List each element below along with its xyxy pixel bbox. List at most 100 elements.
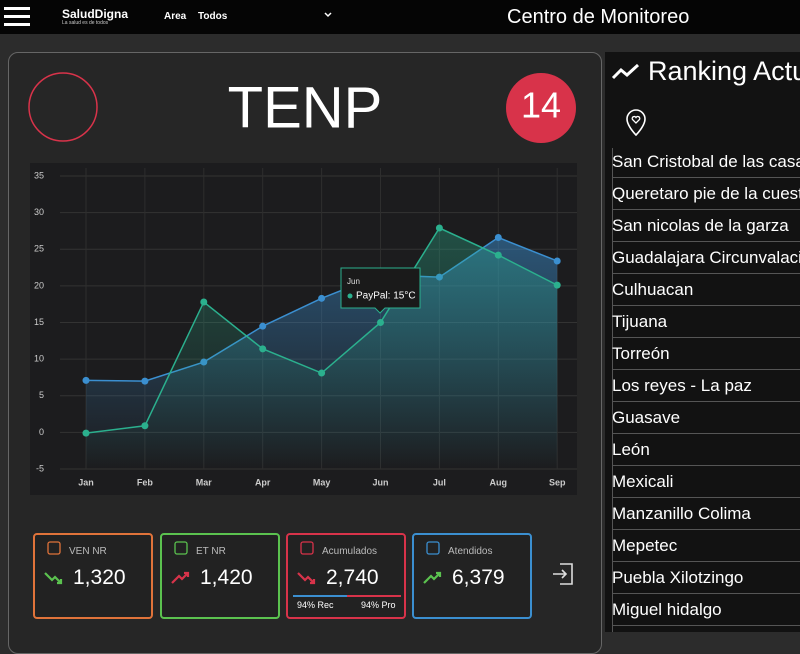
data-point (435, 224, 443, 232)
ranking-title: Ranking Actu (648, 56, 800, 86)
ranking-item: Guadalajara Circunvalaci (612, 242, 800, 274)
ranking-item: Mepetec (612, 530, 800, 562)
kpi-card: VEN NR 1,320 (33, 533, 153, 619)
area-select[interactable]: Todos (198, 11, 228, 22)
data-point (553, 257, 561, 265)
divider (612, 148, 613, 632)
x-tick-label: Apr (255, 477, 271, 487)
y-tick-label: 35 (34, 170, 44, 180)
tooltip-box (340, 267, 421, 314)
y-tick-label: 30 (34, 207, 44, 217)
kpi-icon-shape (426, 541, 440, 555)
kpi-icon (174, 541, 188, 555)
kpi-value: 1,420 (200, 566, 253, 589)
kpi-bar-label: 94% Pro (361, 600, 396, 610)
series-area (86, 228, 558, 469)
kpi-bar (293, 595, 347, 597)
y-tick-label: 20 (34, 280, 44, 290)
badge-count: 14 (521, 85, 561, 126)
kpi-trend (171, 571, 190, 584)
ranking-item: San Cristobal de las casa (612, 146, 800, 178)
ranking-item: Guasave (612, 402, 800, 434)
ranking-item: San nicolas de la garza (612, 210, 800, 242)
kpi-label: Acumulados (322, 546, 378, 557)
y-tick-label: -5 (36, 463, 44, 473)
ranking-item: León (612, 434, 800, 466)
ranking-panel: Ranking Actu San Cristobal de las casa Qu… (605, 52, 800, 632)
y-tick-label: 25 (34, 244, 44, 254)
tooltip: Jun PayPal: 15°C (340, 267, 421, 314)
panel-title: TENP (228, 75, 383, 140)
data-point (318, 294, 326, 302)
kpi-trend-arrow (44, 572, 63, 585)
x-tick-label: Jan (78, 477, 94, 487)
data-point (259, 345, 267, 353)
chevron[interactable] (324, 12, 332, 18)
page-title: Centro de Monitoreo (507, 6, 690, 28)
y-tick-label: 0 (39, 427, 44, 437)
kpi-trend (44, 572, 63, 585)
y-tick-label: 15 (34, 317, 44, 327)
kpi-value: 6,379 (452, 566, 505, 589)
logo-sub: La salud es de todos (62, 20, 109, 26)
ranking-item: Mexicali (612, 466, 800, 498)
data-point (82, 376, 90, 384)
data-point (82, 429, 90, 437)
data-point (494, 234, 502, 242)
kpi-trend-arrow (297, 572, 316, 585)
ranking-item: Torreón (612, 338, 800, 370)
ranking-item: Miguel hidalgo (612, 594, 800, 626)
y-tick-label: 10 (34, 354, 44, 364)
badge (506, 73, 576, 143)
tooltip-title: Jun (347, 277, 360, 286)
kpi-icon-shape (174, 541, 188, 555)
kpi-card: Atendidos 6,379 (412, 533, 532, 619)
tooltip-swatch (347, 293, 353, 299)
top-bar: SaludDigna La salud es de todos Area Tod… (0, 0, 800, 34)
data-point (553, 281, 561, 289)
kpi-trend-arrow (423, 571, 442, 584)
ranking-item: Puebla Xilotzingo (612, 562, 800, 594)
kpi-card: ET NR 1,420 (160, 533, 280, 619)
kpi-value: 2,740 (326, 566, 379, 589)
kpi-bar (347, 595, 401, 597)
data-point (259, 322, 267, 330)
logo: SaludDigna (62, 7, 129, 21)
data-point (377, 319, 384, 326)
x-tick-label: Jun (372, 477, 388, 487)
kpi-label: Atendidos (448, 546, 493, 557)
kpi-trend (297, 572, 316, 585)
ranking-item: Queretaro pie de la cuest (612, 178, 800, 210)
x-tick-label: May (313, 477, 331, 487)
tooltip-text: PayPal: 15°C (356, 291, 416, 302)
x-tick-label: Jul (433, 477, 446, 487)
kpi-label: VEN NR (69, 546, 107, 557)
kpi-trend (423, 571, 442, 584)
kpi-trend-arrow (171, 571, 190, 584)
trend-icon (611, 63, 640, 80)
ranking-item: Manzanillo Colima (612, 498, 800, 530)
kpi-label: ET NR (196, 546, 226, 557)
series-layer (82, 224, 561, 469)
area-label: Area (164, 11, 187, 22)
menu-icon[interactable] (4, 6, 30, 28)
kpi-icon-shape (300, 541, 314, 555)
kpi-value: 1,320 (73, 566, 126, 589)
ranking-item: Culhuacan (612, 274, 800, 306)
kpi-icon (300, 541, 314, 555)
x-tick-label: Mar (196, 477, 213, 487)
data-point (494, 251, 502, 259)
ranking-item: Tijuana (612, 306, 800, 338)
x-tick-label: Feb (137, 477, 154, 487)
logout-icon[interactable] (553, 563, 573, 585)
kpi-icon (47, 541, 61, 555)
data-point (318, 369, 326, 377)
kpi-icon (426, 541, 440, 555)
status-ring (28, 72, 98, 142)
data-point (141, 422, 149, 430)
data-point (200, 298, 208, 306)
kpi-icon-shape (47, 541, 61, 555)
kpi-bar-label: 94% Rec (297, 600, 334, 610)
x-tick-label: Sep (549, 477, 566, 487)
